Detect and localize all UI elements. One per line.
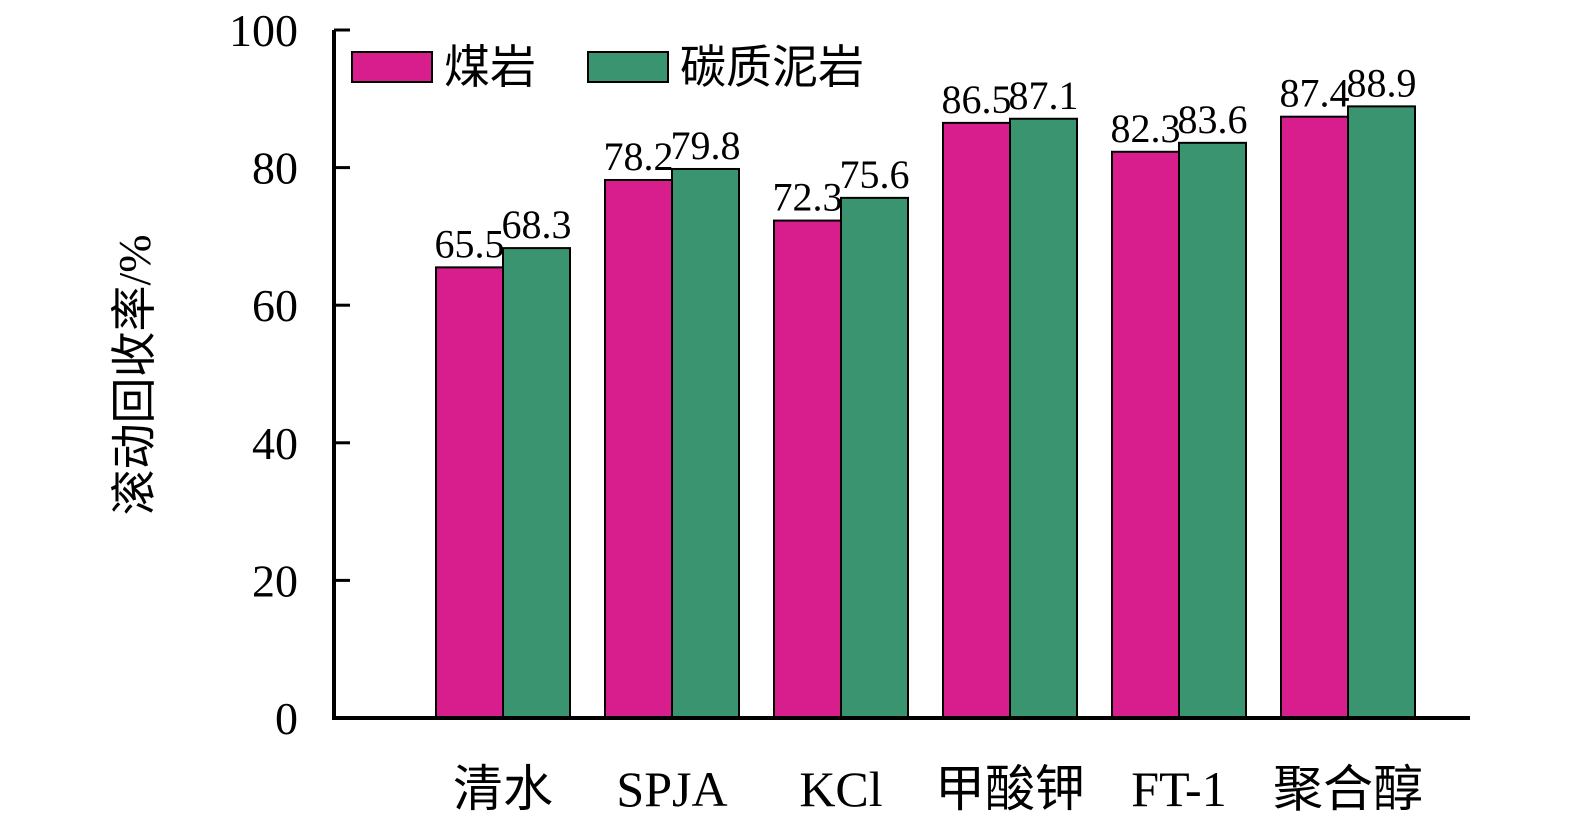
value-label: 87.1	[1009, 73, 1079, 118]
value-label: 87.4	[1280, 71, 1350, 116]
legend-label: 煤岩	[444, 42, 536, 93]
legend-swatch	[351, 51, 433, 83]
bar-5-1	[1347, 105, 1416, 720]
value-label: 79.8	[671, 123, 741, 168]
category-label: 甲酸钾	[935, 761, 1085, 817]
y-ticks-layer: 0 20 40 60 80 100	[229, 5, 350, 744]
bar-1-1	[671, 167, 740, 719]
bar-5-0	[1280, 115, 1349, 720]
legend: 煤岩 碳质泥岩	[351, 42, 864, 93]
legend-label: 碳质泥岩	[680, 42, 864, 93]
value-label: 75.6	[840, 152, 910, 197]
value-label: 78.2	[604, 134, 674, 179]
bar-2-0	[773, 219, 842, 720]
value-labels-layer: 65.568.3 78.279.8 72.375.6 86.587.1 82.383.6…	[435, 60, 1417, 266]
bars-layer	[435, 105, 1416, 720]
legend-swatch	[587, 51, 669, 83]
value-label: 65.5	[435, 221, 505, 266]
bar-0-0	[435, 266, 504, 719]
bar-3-1	[1009, 117, 1078, 719]
category-label: FT-1	[1131, 761, 1226, 817]
y-tick-label: 40	[252, 418, 298, 469]
y-tick-label: 80	[252, 143, 298, 194]
bar-3-0	[942, 121, 1011, 719]
bar-4-1	[1178, 141, 1247, 720]
value-label: 68.3	[502, 202, 572, 247]
y-axis-label: 滚动回收率/%	[109, 234, 160, 515]
y-tick-label: 60	[252, 280, 298, 331]
bar-1-0	[604, 178, 673, 719]
x-labels-layer: 清水 SPJA KCl 甲酸钾 FT-1 聚合醇	[453, 761, 1423, 817]
value-label: 83.6	[1178, 97, 1248, 142]
category-label: 聚合醇	[1273, 761, 1423, 817]
value-label: 86.5	[942, 77, 1012, 122]
value-label: 82.3	[1111, 106, 1181, 151]
bar-4-0	[1111, 150, 1180, 719]
bar-2-1	[840, 196, 909, 719]
category-label: 清水	[453, 761, 553, 817]
category-label: SPJA	[616, 761, 727, 817]
value-label: 88.9	[1347, 60, 1417, 105]
y-tick-label: 0	[275, 693, 298, 744]
category-label: KCl	[799, 761, 882, 817]
y-tick-label: 100	[229, 5, 298, 56]
value-label: 72.3	[773, 175, 843, 220]
bar-0-1	[502, 247, 571, 719]
y-tick-label: 20	[252, 555, 298, 606]
